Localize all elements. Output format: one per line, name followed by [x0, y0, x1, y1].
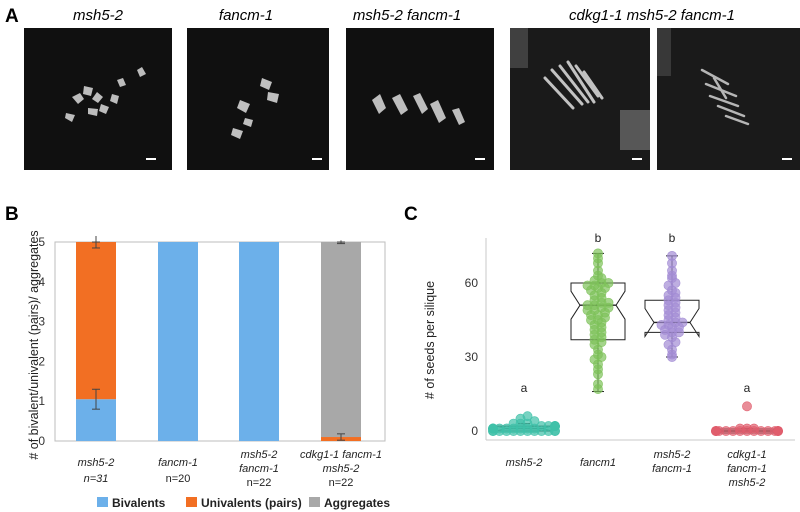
legend-swatch	[186, 497, 197, 507]
category-label-line: msh5-2	[78, 457, 115, 469]
significance-letter: b	[595, 231, 602, 245]
box-body	[570, 282, 626, 341]
bar-segment	[76, 242, 116, 400]
data-point	[593, 248, 603, 259]
y-tick-label: 3	[38, 315, 45, 329]
panel-c-letter: C	[404, 204, 418, 225]
legend-item-bivalents: Bivalents	[97, 496, 166, 510]
box-group	[488, 411, 560, 436]
category-label-line: msh5-2	[654, 449, 691, 461]
category-label-msh5-2-fancm-1: msh5-2 fancm-1	[652, 449, 692, 475]
bar-segment	[158, 242, 198, 441]
category-label-line: msh5-2	[506, 457, 543, 469]
micrograph-title-1: msh5-2	[73, 7, 124, 24]
category-label-line: fancm-1	[727, 463, 767, 475]
y-tick-label: 2	[38, 354, 45, 368]
category-n: n=22	[329, 477, 354, 489]
micrograph-title-4: cdkg1-1 msh5-2 fancm-1	[569, 7, 735, 24]
category-n: n=20	[166, 473, 191, 485]
panel-b-letter: B	[5, 204, 19, 225]
bar-segment	[321, 242, 361, 438]
plot-frame-b	[54, 241, 386, 442]
category-label-cdkg1-1-fancm-1-msh5-2: cdkg1-1 fancm-1 msh5-2	[727, 449, 767, 489]
data-point	[667, 250, 677, 261]
category-label-line: msh5-2	[729, 477, 766, 489]
y-tick-label: 30	[465, 350, 479, 364]
data-point	[550, 421, 560, 431]
panel-a-letter: A	[5, 6, 19, 27]
box-group	[711, 401, 783, 436]
data-point	[593, 379, 603, 390]
micrograph-msh5-2	[24, 28, 172, 170]
micrograph-title-2: fancm-1	[219, 7, 273, 24]
category-label-fancm1: fancm1	[580, 457, 616, 469]
category-label-line: cdkg1-1	[727, 449, 766, 461]
category-label-line: msh5-2	[323, 463, 360, 475]
micrograph-cdkg1-1-triple-a	[510, 28, 650, 170]
category-label-msh5-2: msh5-2 n=31	[78, 457, 115, 485]
micrograph-title-3: msh5-2 fancm-1	[353, 7, 461, 24]
panel-b-legend: Bivalents Univalents (pairs) Aggregates	[97, 496, 390, 510]
significance-letter: a	[744, 381, 751, 395]
legend-swatch	[97, 497, 108, 507]
data-point	[529, 416, 540, 427]
y-tick-label: 0	[471, 424, 478, 438]
panel-a-titles: msh5-2 fancm-1 msh5-2 fancm-1 cdkg1-1 ms…	[73, 7, 735, 24]
legend-item-univalents: Univalents (pairs)	[186, 496, 302, 510]
y-tick-label: 1	[38, 394, 45, 408]
category-label-cdkg1-1-fancm-1-msh5-2: cdkg1-1 fancm-1 msh5-2 n=22	[300, 449, 382, 489]
data-point	[773, 426, 783, 436]
panel-c-category-labels: msh5-2 fancm1 msh5-2 fancm-1 cdkg1-1 fan…	[506, 449, 767, 489]
legend-label: Aggregates	[324, 496, 390, 510]
panel-c-y-axis-label: # of seeds per silique	[423, 281, 437, 399]
data-point	[603, 297, 614, 308]
category-label-line: fancm1	[580, 457, 616, 469]
category-label-line: cdkg1-1 fancm-1	[300, 449, 382, 461]
micrograph-fancm-1	[187, 28, 329, 170]
y-tick-label: 5	[38, 235, 45, 249]
category-label-line: fancm-1	[239, 463, 279, 475]
y-tick-label: 0	[38, 434, 45, 448]
category-n: n=22	[247, 477, 272, 489]
data-point	[603, 278, 614, 288]
data-point	[749, 423, 759, 434]
panel-b-y-axis-label: # of bivalent/univalent (pairs)/ aggrega…	[27, 230, 41, 459]
data-point	[522, 411, 533, 422]
category-n: n=31	[84, 473, 109, 485]
category-label-fancm-1: fancm-1 n=20	[158, 457, 198, 485]
bar-segment	[239, 242, 279, 441]
data-point	[742, 401, 752, 412]
box-group	[644, 250, 700, 362]
category-label-line: msh5-2	[241, 449, 278, 461]
category-label-msh5-2-fancm-1: msh5-2 fancm-1 n=22	[239, 449, 279, 489]
stacked-bar-chart: 0 1 2 3 4 5	[38, 235, 386, 448]
panel-b-category-labels: msh5-2 n=31 fancm-1 n=20 msh5-2 fancm-1 …	[78, 449, 382, 489]
box-body	[644, 299, 700, 339]
legend-swatch	[309, 497, 320, 507]
legend-label: Univalents (pairs)	[201, 496, 302, 510]
category-label-line: fancm-1	[652, 463, 692, 475]
category-label-line: fancm-1	[158, 457, 198, 469]
y-tick-label: 60	[465, 276, 479, 290]
box-group	[570, 248, 626, 394]
data-point	[677, 317, 688, 328]
box-swarm-chart: 0 30 60 a b b a	[465, 231, 795, 441]
micrograph-msh5-2-fancm-1	[346, 28, 494, 170]
significance-letter: b	[669, 231, 676, 245]
legend-label: Bivalents	[112, 496, 166, 510]
legend-item-aggregates: Aggregates	[309, 496, 390, 510]
y-tick-label: 4	[38, 275, 45, 289]
micrograph-cdkg1-1-triple-b	[657, 28, 800, 170]
category-label-msh5-2: msh5-2	[506, 457, 543, 469]
significance-letter: a	[521, 381, 528, 395]
